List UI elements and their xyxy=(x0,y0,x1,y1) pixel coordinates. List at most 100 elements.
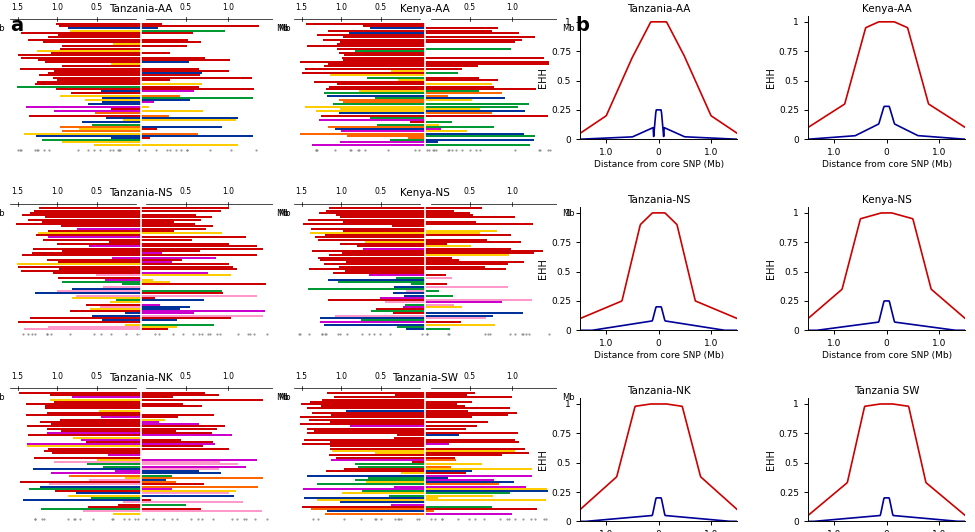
Bar xyxy=(425,450,516,452)
Bar xyxy=(350,426,425,427)
Bar xyxy=(425,68,462,70)
Bar xyxy=(340,41,425,43)
Bar xyxy=(141,101,154,103)
Bar xyxy=(141,319,176,321)
Bar xyxy=(29,488,141,490)
Bar xyxy=(47,259,141,261)
Bar xyxy=(51,472,141,475)
Bar xyxy=(301,72,425,74)
Bar xyxy=(85,99,141,101)
Bar xyxy=(425,477,449,479)
Bar xyxy=(425,106,518,107)
Bar xyxy=(27,445,141,447)
Bar xyxy=(425,463,482,466)
Text: 1.5: 1.5 xyxy=(295,3,308,12)
Bar xyxy=(102,319,141,321)
Bar xyxy=(425,36,534,38)
Bar xyxy=(33,468,141,470)
Bar xyxy=(141,232,222,234)
Bar xyxy=(342,252,425,254)
Bar xyxy=(335,128,425,130)
Bar xyxy=(141,490,236,492)
Bar xyxy=(90,308,141,310)
Bar xyxy=(48,230,141,232)
Bar xyxy=(40,421,141,423)
Text: 1.5: 1.5 xyxy=(295,372,308,381)
Bar xyxy=(425,405,465,407)
Bar xyxy=(323,39,425,40)
Y-axis label: EHH: EHH xyxy=(766,67,776,88)
Bar xyxy=(91,497,141,499)
Bar xyxy=(62,281,141,283)
Bar xyxy=(39,74,141,77)
Bar xyxy=(302,506,425,508)
Bar xyxy=(425,497,438,499)
Bar xyxy=(141,128,157,130)
Bar xyxy=(425,252,534,254)
Bar xyxy=(300,423,425,425)
Bar xyxy=(394,437,425,438)
Bar xyxy=(50,398,141,401)
Bar xyxy=(141,219,201,221)
Bar xyxy=(300,61,425,63)
Bar xyxy=(425,468,532,470)
Bar xyxy=(425,259,459,261)
Bar xyxy=(141,250,200,252)
Title: Kenya-AA: Kenya-AA xyxy=(862,4,912,14)
Bar xyxy=(141,268,237,270)
Bar xyxy=(141,214,197,216)
Title: Tanzania-NS: Tanzania-NS xyxy=(627,195,690,205)
Bar xyxy=(425,84,491,85)
Bar xyxy=(367,77,425,79)
Bar xyxy=(34,210,141,212)
Bar xyxy=(425,475,531,477)
Bar xyxy=(58,79,141,81)
Bar xyxy=(425,265,485,268)
Bar xyxy=(397,326,425,328)
Text: 1.0: 1.0 xyxy=(51,372,63,381)
Bar xyxy=(375,452,425,454)
Bar xyxy=(425,41,515,43)
Text: Mb: Mb xyxy=(0,209,5,218)
Bar xyxy=(425,512,512,514)
Bar xyxy=(95,112,141,114)
Bar xyxy=(425,284,448,286)
Bar xyxy=(60,47,141,49)
Bar xyxy=(32,248,141,250)
Bar xyxy=(349,32,425,34)
Bar xyxy=(141,272,208,275)
Bar xyxy=(141,90,194,92)
Text: 1.0: 1.0 xyxy=(506,187,518,196)
X-axis label: Distance from core SNP (Mb): Distance from core SNP (Mb) xyxy=(594,351,723,360)
Bar xyxy=(60,419,141,421)
Bar xyxy=(410,121,425,123)
Bar xyxy=(141,299,204,301)
Bar xyxy=(320,259,425,261)
Bar xyxy=(398,79,425,81)
Bar xyxy=(96,275,141,277)
Bar xyxy=(329,254,425,256)
Bar xyxy=(425,210,454,212)
Bar xyxy=(58,261,141,263)
Bar xyxy=(141,479,166,481)
Bar xyxy=(363,25,425,27)
Bar xyxy=(425,97,504,99)
Bar xyxy=(425,65,478,68)
Bar xyxy=(363,248,425,250)
Bar xyxy=(425,426,477,427)
Bar xyxy=(361,319,425,321)
Bar xyxy=(425,301,502,303)
Text: 1.0: 1.0 xyxy=(335,372,347,381)
Bar xyxy=(113,43,141,45)
Bar xyxy=(141,392,206,394)
Bar xyxy=(20,68,141,70)
Bar xyxy=(425,212,470,214)
Bar xyxy=(338,265,425,268)
Text: Mb: Mb xyxy=(276,24,289,33)
Bar xyxy=(68,28,141,29)
Bar xyxy=(325,234,425,236)
Bar xyxy=(49,72,141,74)
Bar xyxy=(141,99,190,101)
Bar xyxy=(141,221,174,223)
Bar xyxy=(30,212,141,214)
